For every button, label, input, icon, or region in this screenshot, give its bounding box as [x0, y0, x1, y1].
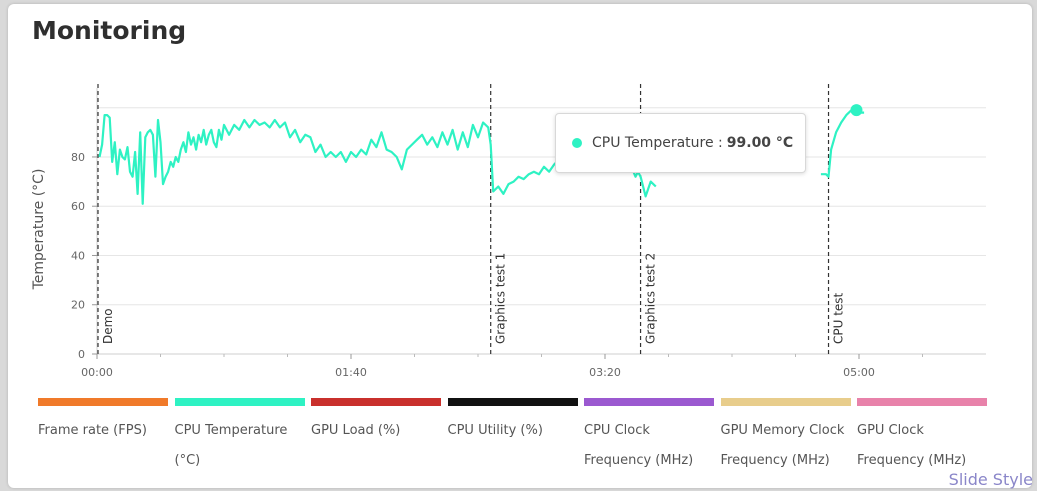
- test-marker-label: Graphics test 1: [494, 253, 508, 344]
- legend-label: CPU Utility (%): [447, 423, 543, 438]
- legend-item[interactable]: GPU Memory Clock Frequency (MHz): [720, 398, 851, 476]
- legend-swatch: [174, 398, 305, 406]
- legend-item[interactable]: Frame rate (FPS): [38, 398, 168, 446]
- x-tick-label: 01:40: [335, 366, 367, 379]
- legend-swatch: [720, 398, 851, 406]
- y-tick-label: 80: [71, 151, 85, 164]
- legend-item[interactable]: CPU Clock Frequency (MHz): [584, 398, 714, 476]
- tooltip-series-dot: [572, 138, 582, 148]
- x-tick-label: 03:20: [589, 366, 621, 379]
- legend-item[interactable]: CPU Temperature (°C): [174, 398, 305, 476]
- test-marker-label: CPU test: [832, 292, 846, 344]
- legend-label: Frame rate (FPS): [38, 423, 147, 438]
- hover-point: [850, 104, 863, 117]
- legend-swatch: [447, 398, 578, 406]
- legend-item[interactable]: CPU Utility (%): [447, 398, 578, 446]
- legend-item[interactable]: GPU Load (%): [311, 398, 441, 446]
- legend-swatch: [38, 398, 168, 406]
- legend-label: CPU Temperature (°C): [174, 423, 288, 468]
- slide-style-watermark: Slide Style: [948, 470, 1033, 489]
- legend-label: GPU Clock Frequency (MHz): [857, 423, 967, 468]
- panel-title: Monitoring: [32, 16, 187, 45]
- legend-label: CPU Clock Frequency (MHz): [584, 423, 694, 468]
- chart-legend: Frame rate (FPS) CPU Temperature (°C) GPU …: [38, 398, 998, 468]
- legend-label: GPU Load (%): [311, 423, 401, 438]
- tooltip-value: 99.00 °C: [726, 135, 794, 151]
- test-marker-label: Graphics test 2: [644, 253, 658, 344]
- legend-swatch: [584, 398, 714, 406]
- legend-label: GPU Memory Clock Frequency (MHz): [720, 423, 845, 468]
- test-marker-label: Demo: [101, 308, 115, 344]
- x-tick-label: 00:00: [81, 366, 113, 379]
- tooltip-label: CPU Temperature :: [592, 135, 723, 151]
- x-tick-label: 05:00: [843, 366, 875, 379]
- legend-swatch: [311, 398, 441, 406]
- y-tick-label: 20: [71, 299, 85, 312]
- chart-tooltip: CPU Temperature : 99.00 °C: [555, 113, 806, 173]
- legend-item[interactable]: GPU Clock Frequency (MHz): [857, 398, 987, 476]
- y-tick-label: 0: [78, 348, 85, 361]
- y-tick-label: 40: [71, 249, 85, 262]
- monitoring-panel: Monitoring: [8, 4, 1032, 488]
- y-tick-label: 60: [71, 200, 85, 213]
- y-axis-title: Temperature (°C): [31, 169, 47, 291]
- legend-swatch: [857, 398, 987, 406]
